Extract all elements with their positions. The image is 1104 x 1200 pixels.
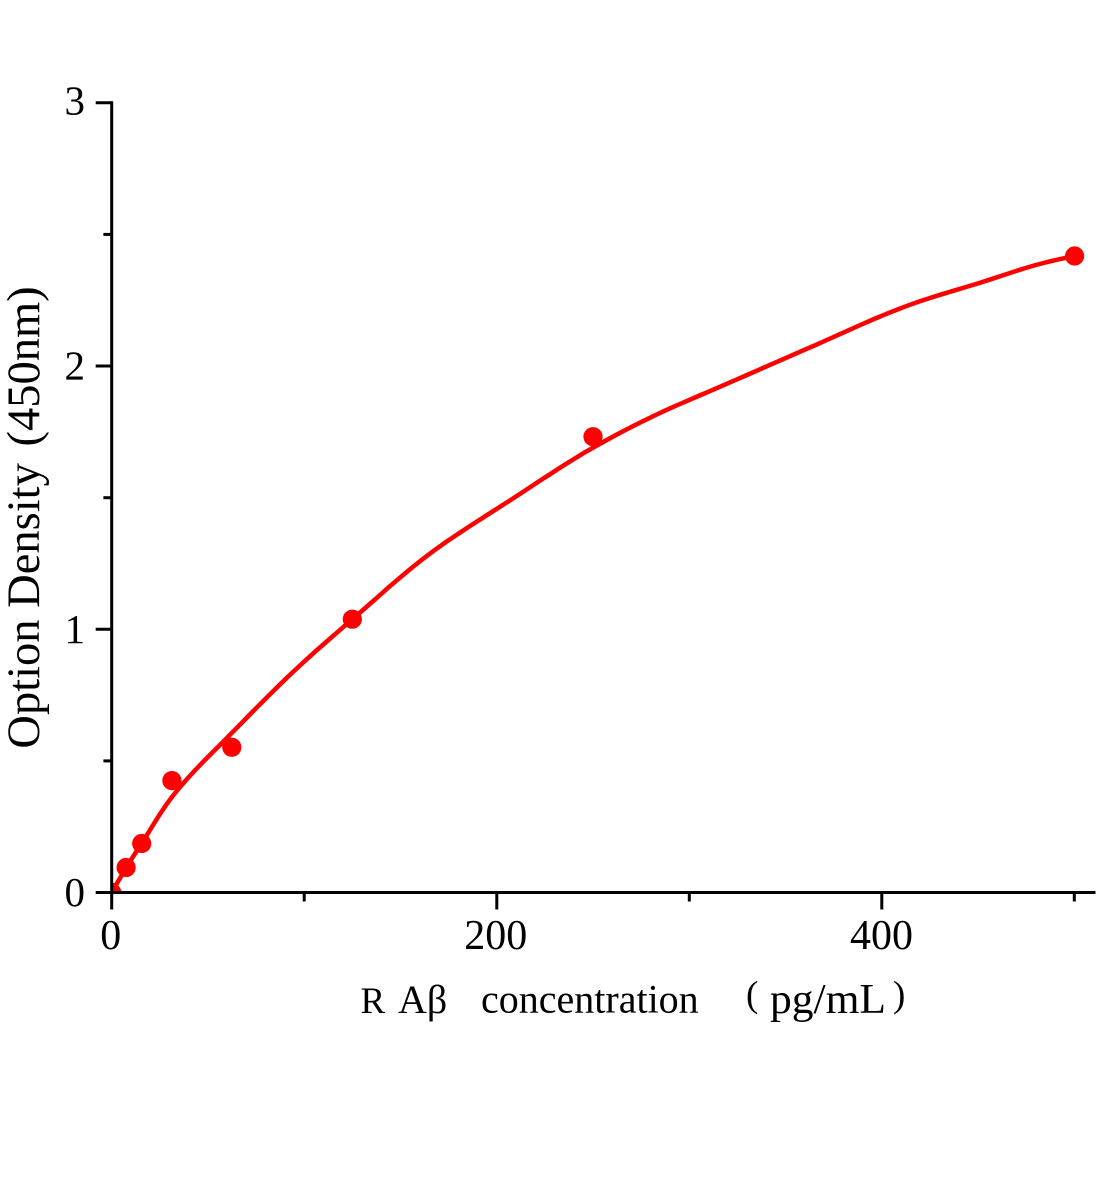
svg-text:pg/mL: pg/mL bbox=[770, 977, 886, 1023]
svg-text:Aβ: Aβ bbox=[398, 977, 447, 1022]
svg-text:Option Density (450nm): Option Density (450nm) bbox=[0, 286, 50, 748]
svg-text:2: 2 bbox=[65, 343, 86, 389]
svg-text:1: 1 bbox=[65, 606, 86, 652]
svg-text:200: 200 bbox=[464, 913, 527, 959]
svg-text:): ) bbox=[893, 975, 905, 1016]
svg-text:0: 0 bbox=[65, 869, 86, 915]
svg-text:(: ( bbox=[746, 975, 758, 1016]
svg-text:400: 400 bbox=[850, 913, 913, 959]
svg-text:0: 0 bbox=[100, 913, 121, 959]
svg-text:R: R bbox=[361, 981, 386, 1022]
svg-text:3: 3 bbox=[65, 77, 86, 123]
svg-text:concentration: concentration bbox=[481, 977, 699, 1022]
